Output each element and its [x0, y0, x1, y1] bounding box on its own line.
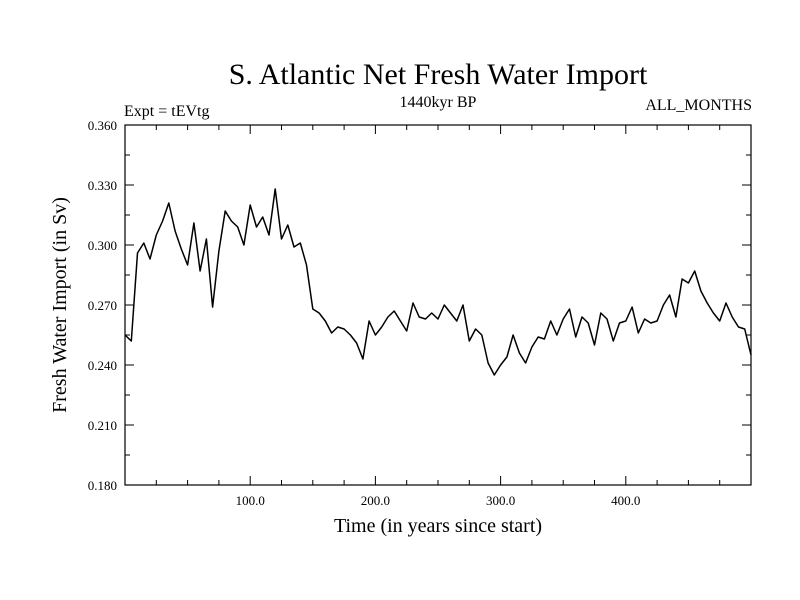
- y-tick-label: 0.180: [88, 478, 117, 493]
- y-axis-ticks: 0.180 0.210 0.240 0.270 0.300 0.330 0.360: [88, 118, 751, 493]
- y-tick-label: 0.240: [88, 358, 117, 373]
- chart-title: S. Atlantic Net Fresh Water Import: [229, 58, 648, 91]
- x-tick-label: 400.0: [611, 493, 640, 508]
- y-tick-label: 0.210: [88, 418, 117, 433]
- y-axis-label: Fresh Water Import (in Sv): [49, 197, 71, 413]
- experiment-label: Expt = tEVtg: [124, 103, 209, 120]
- plot-frame: [124, 124, 752, 486]
- x-tick-label: 300.0: [486, 493, 515, 508]
- months-label: ALL_MONTHS: [645, 97, 752, 114]
- x-tick-label: 200.0: [361, 493, 390, 508]
- x-axis-ticks: 100.0 200.0 300.0 400.0: [155, 125, 721, 508]
- x-axis-label: Time (in years since start): [334, 515, 542, 537]
- chart-subtitle: 1440kyr BP: [400, 94, 477, 111]
- y-tick-label: 0.270: [88, 298, 117, 313]
- y-tick-label: 0.330: [88, 178, 117, 193]
- y-tick-label: 0.360: [88, 118, 117, 133]
- x-tick-label: 100.0: [236, 493, 265, 508]
- series-line-fresh-water-import: [124, 188, 752, 376]
- y-tick-label: 0.300: [88, 238, 117, 253]
